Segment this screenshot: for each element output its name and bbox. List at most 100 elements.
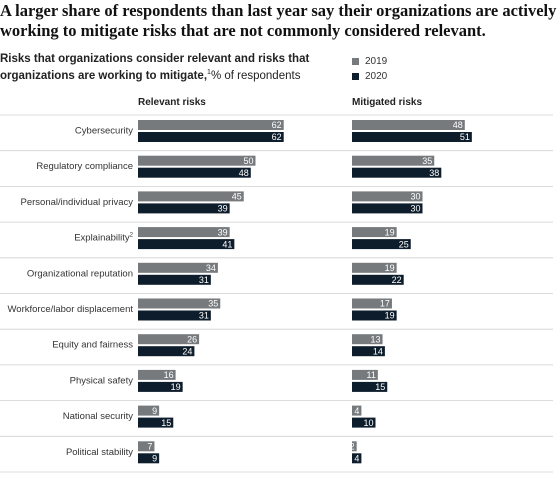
legend-item-2019: 2019 bbox=[352, 54, 387, 69]
value-label: 17 bbox=[380, 299, 390, 309]
value-label: 9 bbox=[152, 454, 157, 464]
category-label: Cybersecurity bbox=[75, 126, 133, 137]
value-label: 19 bbox=[385, 311, 395, 321]
value-label: 26 bbox=[187, 334, 197, 344]
bar-mitigated-2020 bbox=[352, 453, 362, 464]
bar-relevant-2019 bbox=[138, 155, 256, 166]
legend: 2019 2020 bbox=[352, 54, 387, 84]
value-label: 16 bbox=[164, 370, 174, 380]
value-label: 22 bbox=[392, 275, 402, 285]
value-label: 62 bbox=[272, 120, 282, 130]
bar-relevant-2020 bbox=[138, 167, 251, 178]
value-label: 9 bbox=[152, 406, 157, 416]
value-label: 24 bbox=[182, 346, 192, 356]
value-label: 41 bbox=[222, 239, 232, 249]
value-label: 48 bbox=[453, 120, 463, 130]
bar-mitigated-2019 bbox=[352, 405, 362, 416]
value-label: 39 bbox=[218, 204, 228, 214]
bar-relevant-2019 bbox=[138, 191, 244, 202]
bar-mitigated-2019 bbox=[352, 298, 392, 309]
bar-mitigated-2019 bbox=[352, 262, 397, 273]
bar-mitigated-2020 bbox=[352, 417, 376, 428]
value-label: 62 bbox=[272, 132, 282, 142]
bar-mitigated-2020 bbox=[352, 239, 411, 250]
legend-swatch-2019 bbox=[352, 58, 359, 65]
category-label: Personal/individual privacy bbox=[21, 197, 134, 208]
bar-relevant-2020 bbox=[138, 132, 284, 142]
legend-swatch-2020 bbox=[352, 73, 359, 80]
bar-relevant-2019 bbox=[138, 405, 160, 416]
value-label: 25 bbox=[399, 239, 409, 249]
value-label: 50 bbox=[243, 156, 253, 166]
category-label: Explainability2 bbox=[74, 233, 133, 244]
bar-mitigated-2020 bbox=[352, 381, 388, 392]
value-label: 10 bbox=[363, 418, 373, 428]
value-label: 51 bbox=[460, 132, 470, 142]
bar-mitigated-2020 bbox=[352, 167, 442, 178]
bar-mitigated-2019 bbox=[352, 369, 378, 380]
bar-relevant-2020 bbox=[138, 453, 160, 464]
value-label: 19 bbox=[385, 263, 395, 273]
bar-relevant-2019 bbox=[138, 262, 218, 273]
value-label: 14 bbox=[373, 346, 383, 356]
bar-mitigated-2020 bbox=[352, 132, 472, 142]
subtitle-footnote: 1 bbox=[207, 69, 211, 76]
value-label: 34 bbox=[206, 263, 216, 273]
bar-mitigated-2019 bbox=[352, 227, 397, 238]
bar-mitigated-2019 bbox=[352, 334, 383, 345]
bar-mitigated-2019 bbox=[352, 441, 357, 452]
value-label: 45 bbox=[232, 192, 242, 202]
category-label: Organizational reputation bbox=[27, 268, 133, 279]
bar-relevant-2019 bbox=[138, 441, 155, 452]
legend-label-2020: 2020 bbox=[365, 71, 388, 82]
bar-mitigated-2020 bbox=[352, 310, 397, 321]
value-label: 7 bbox=[147, 442, 152, 452]
bar-relevant-2019 bbox=[138, 334, 200, 345]
value-label: 15 bbox=[375, 382, 385, 392]
category-label: Physical safety bbox=[70, 375, 134, 386]
category-label: National security bbox=[63, 411, 133, 422]
category-label: Regulatory compliance bbox=[36, 161, 133, 172]
subtitle-main: Risks that organizations consider releva… bbox=[0, 53, 310, 82]
category-label: Political stability bbox=[66, 447, 133, 458]
panel-title-relevant: Relevant risks bbox=[138, 97, 206, 108]
bar-relevant-2019 bbox=[138, 369, 176, 380]
category-label: Workforce/labor displacement bbox=[8, 304, 134, 315]
value-label: 13 bbox=[371, 334, 381, 344]
panel-title-mitigated: Mitigated risks bbox=[352, 97, 422, 108]
chart-subtitle: Risks that organizations consider releva… bbox=[0, 52, 340, 83]
value-label: 39 bbox=[218, 227, 228, 237]
bar-relevant-2019 bbox=[138, 298, 221, 309]
bar-relevant-2020 bbox=[138, 381, 183, 392]
bar-relevant-2020 bbox=[138, 203, 230, 214]
value-label: 4 bbox=[354, 454, 359, 464]
bar-mitigated-2019 bbox=[352, 155, 435, 166]
value-label: 15 bbox=[161, 418, 171, 428]
value-label: 38 bbox=[429, 168, 439, 178]
bar-relevant-2019 bbox=[138, 227, 230, 238]
bar-mitigated-2020 bbox=[352, 274, 404, 285]
value-label: 19 bbox=[171, 382, 181, 392]
bar-relevant-2020 bbox=[138, 346, 195, 357]
bar-relevant-2020 bbox=[138, 417, 174, 428]
bar-relevant-2019 bbox=[138, 120, 284, 130]
value-label: 48 bbox=[239, 168, 249, 178]
value-label: 19 bbox=[385, 227, 395, 237]
value-label: 11 bbox=[367, 370, 376, 380]
category-label: Equity and fairness bbox=[52, 340, 133, 351]
value-label: 35 bbox=[422, 156, 432, 166]
value-label: 35 bbox=[208, 299, 218, 309]
value-label: 31 bbox=[199, 275, 209, 285]
bar-relevant-2020 bbox=[138, 239, 235, 250]
value-label: 2 bbox=[350, 442, 355, 452]
bar-relevant-2020 bbox=[138, 310, 211, 321]
bar-mitigated-2020 bbox=[352, 346, 385, 357]
headline: A larger share of respondents than last … bbox=[0, 1, 557, 40]
value-label: 4 bbox=[354, 406, 359, 416]
value-label: 30 bbox=[410, 192, 420, 202]
bar-relevant-2020 bbox=[138, 274, 211, 285]
bar-mitigated-2019 bbox=[352, 191, 423, 202]
value-label: 31 bbox=[199, 311, 209, 321]
subtitle-unit: % of respondents bbox=[210, 69, 301, 82]
